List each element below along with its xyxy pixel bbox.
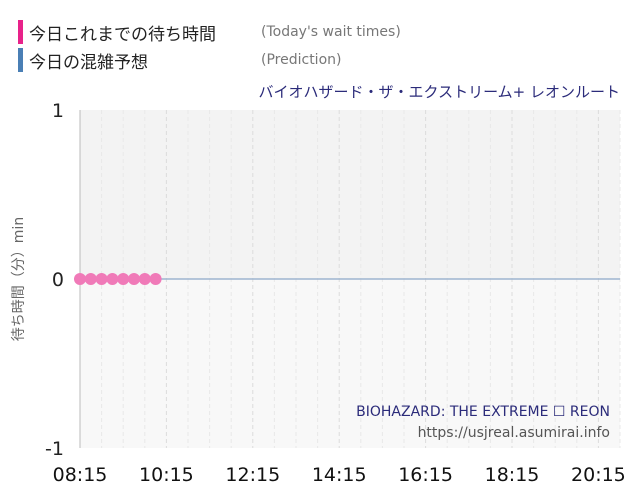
data-point [128,273,140,285]
data-point [117,273,130,285]
y-tick-label: 1 [52,100,64,122]
y-tick-label: -1 [45,438,64,460]
x-tick-label: 12:15 [225,464,280,486]
legend-label-today: 今日これまでの待ち時間 [29,24,216,45]
x-tick-label: 10:15 [139,464,194,486]
data-point [138,273,151,285]
x-tick-label: 14:15 [312,464,367,486]
legend-swatch-prediction [18,48,23,72]
legend-item-today: 今日これまでの待ち時間 (Today's wait times) [18,19,401,45]
x-tick-label: 16:15 [398,464,453,486]
data-point [106,273,119,285]
data-point [84,273,97,285]
y-tick-label: 0 [52,269,64,291]
plot-area-lower [80,279,620,448]
x-tick-label: 08:15 [53,464,108,486]
legend-item-prediction: 今日の混雑予想 (Prediction) [18,47,341,73]
data-point [74,273,86,285]
data-point [95,273,108,285]
legend-label-prediction: 今日の混雑予想 [29,52,148,73]
watermark-url: https://usjreal.asumirai.info [418,425,610,441]
data-point [149,273,162,285]
legend-sublabel-today: (Today's wait times) [261,24,401,40]
watermark-attraction: BIOHAZARD: THE EXTREME ☐ REON [356,404,610,420]
x-tick-label: 20:15 [571,464,626,486]
x-tick-label: 18:15 [485,464,540,486]
legend-swatch-today [18,20,23,44]
y-axis-label: 待ち時間（分）min [11,217,27,341]
chart-title: バイオハザード・ザ・エクストリーム+ レオンルート [259,83,620,101]
plot-area-upper [80,110,620,279]
legend-sublabel-prediction: (Prediction) [261,52,342,68]
